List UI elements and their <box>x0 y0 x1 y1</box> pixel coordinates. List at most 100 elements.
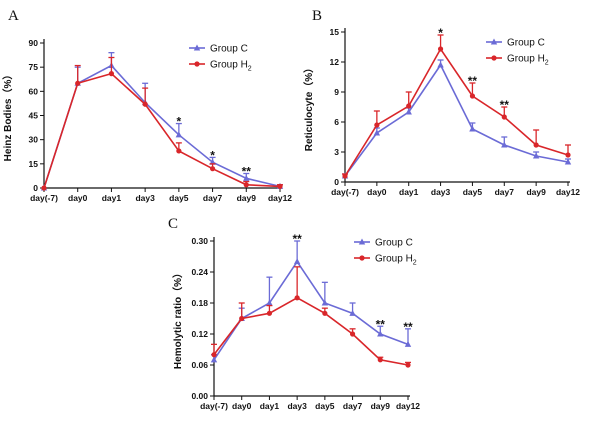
x-tick-label: day0 <box>232 401 252 411</box>
x-tick-label: day3 <box>135 193 155 203</box>
x-tick-label: day9 <box>526 187 546 197</box>
data-point <box>175 131 183 138</box>
x-tick-label: day9 <box>237 193 257 203</box>
x-tick-label: day12 <box>556 187 580 197</box>
legend: Group C Group H2 <box>189 44 252 73</box>
significance-marker: * <box>177 115 182 129</box>
significance-marker: ** <box>376 317 386 331</box>
legend-label: Group H2 <box>210 60 252 73</box>
legend-label: Group C <box>507 38 545 49</box>
legend-marker <box>359 255 365 261</box>
x-tick-label: day5 <box>315 401 335 411</box>
chart-panel-b: B 0 3 6 9 12 15 day(-7) day0 day1 day3 day5 day7 day9… <box>302 8 580 197</box>
x-tick-label: day7 <box>203 193 223 203</box>
legend-label: Group H2 <box>375 254 417 267</box>
x-tick-label: day3 <box>287 401 307 411</box>
data-point <box>41 185 47 191</box>
data-point <box>377 357 383 363</box>
x-tick-label: day0 <box>367 187 387 197</box>
significance-marker: * <box>210 148 215 162</box>
data-point <box>349 331 356 337</box>
x-tick-label: day3 <box>431 187 451 197</box>
y-tick-label: 15 <box>29 159 39 169</box>
x-tick-label: day5 <box>463 187 483 197</box>
y-tick-label: 6 <box>334 117 339 127</box>
x-tick-label: day1 <box>102 193 122 203</box>
y-axis-title: Hemolytic ratio（%） <box>171 268 184 369</box>
data-point <box>373 129 381 136</box>
legend-marker <box>491 55 497 61</box>
x-tick-label: day5 <box>169 193 189 203</box>
data-point <box>266 299 273 306</box>
data-point <box>501 141 508 148</box>
y-tick-label: 0.12 <box>191 329 208 339</box>
series-line <box>213 260 409 361</box>
series-line <box>213 296 409 366</box>
data-point <box>293 258 301 265</box>
panel-label: C <box>168 216 178 232</box>
y-tick-label: 45 <box>29 111 39 121</box>
x-tick-label: day(-7) <box>200 401 228 411</box>
y-axis-title: Heinz Bodies（%） <box>1 70 14 162</box>
legend: Group C Group H2 <box>354 238 417 267</box>
data-point <box>469 93 476 99</box>
series-group-c <box>210 240 412 363</box>
legend-label-name: Group C <box>210 44 248 55</box>
legend-marker <box>193 44 201 51</box>
data-point <box>377 330 384 337</box>
y-tick-label: 9 <box>334 87 339 97</box>
y-tick-label: 75 <box>29 62 39 72</box>
x-tick-label: day0 <box>68 193 88 203</box>
y-tick-label: 0.30 <box>191 236 208 246</box>
data-point <box>209 166 216 172</box>
y-tick-label: 60 <box>29 86 39 96</box>
legend-label: Group H2 <box>507 54 549 67</box>
series-group-h2 <box>41 56 283 191</box>
legend-label-subscript: 2 <box>413 260 417 267</box>
x-tick-label: day1 <box>260 401 280 411</box>
chart-panel-c: C 0.00 0.06 0.12 0.18 0.24 0.30 day(-7) day0 day1… <box>168 216 420 411</box>
significance-marker: ** <box>403 320 413 334</box>
y-tick-label: 0.18 <box>191 298 208 308</box>
y-tick-label: 0.06 <box>191 360 208 370</box>
x-tick-label: day12 <box>268 193 292 203</box>
data-point <box>176 148 182 154</box>
x-tick-label: day(-7) <box>30 193 58 203</box>
series-line <box>344 63 569 177</box>
significance-marker: ** <box>500 98 510 112</box>
y-axis-title: Reticulocyte（%） <box>302 63 315 151</box>
data-point <box>404 340 412 347</box>
data-point <box>405 108 412 115</box>
legend-label-subscript: 2 <box>248 66 252 73</box>
y-tick-label: 30 <box>29 135 39 145</box>
significance-marker: ** <box>292 232 302 246</box>
data-point <box>322 310 328 316</box>
data-point <box>243 174 250 181</box>
data-point <box>469 125 476 132</box>
y-tick-label: 0 <box>334 177 339 187</box>
y-tick-label: 0.24 <box>191 267 208 277</box>
data-point <box>142 101 148 107</box>
y-tick-label: 90 <box>29 38 39 48</box>
legend-label: Group C <box>375 238 413 249</box>
legend: Group C Group H2 <box>486 38 549 67</box>
panel-label: B <box>312 8 322 24</box>
series-group-h2 <box>342 34 571 179</box>
y-tick-label: 0.00 <box>191 391 208 401</box>
x-tick-label: day1 <box>399 187 419 197</box>
data-point <box>266 310 273 316</box>
data-point <box>342 173 348 179</box>
chart-panel-a: A 0 15 30 45 60 75 90 day(-7) day0 day1 day3 day5 day… <box>1 8 292 203</box>
data-point <box>405 362 411 368</box>
legend-label-name: Group C <box>375 238 413 249</box>
data-point <box>533 142 539 148</box>
data-point <box>277 183 283 189</box>
data-point <box>437 46 444 52</box>
legend-label-name: Group H <box>375 254 413 265</box>
data-point <box>564 158 572 165</box>
y-tick-label: 0 <box>33 183 38 193</box>
significance-marker: ** <box>242 165 252 179</box>
data-point <box>565 152 571 158</box>
x-tick-label: day12 <box>396 401 420 411</box>
